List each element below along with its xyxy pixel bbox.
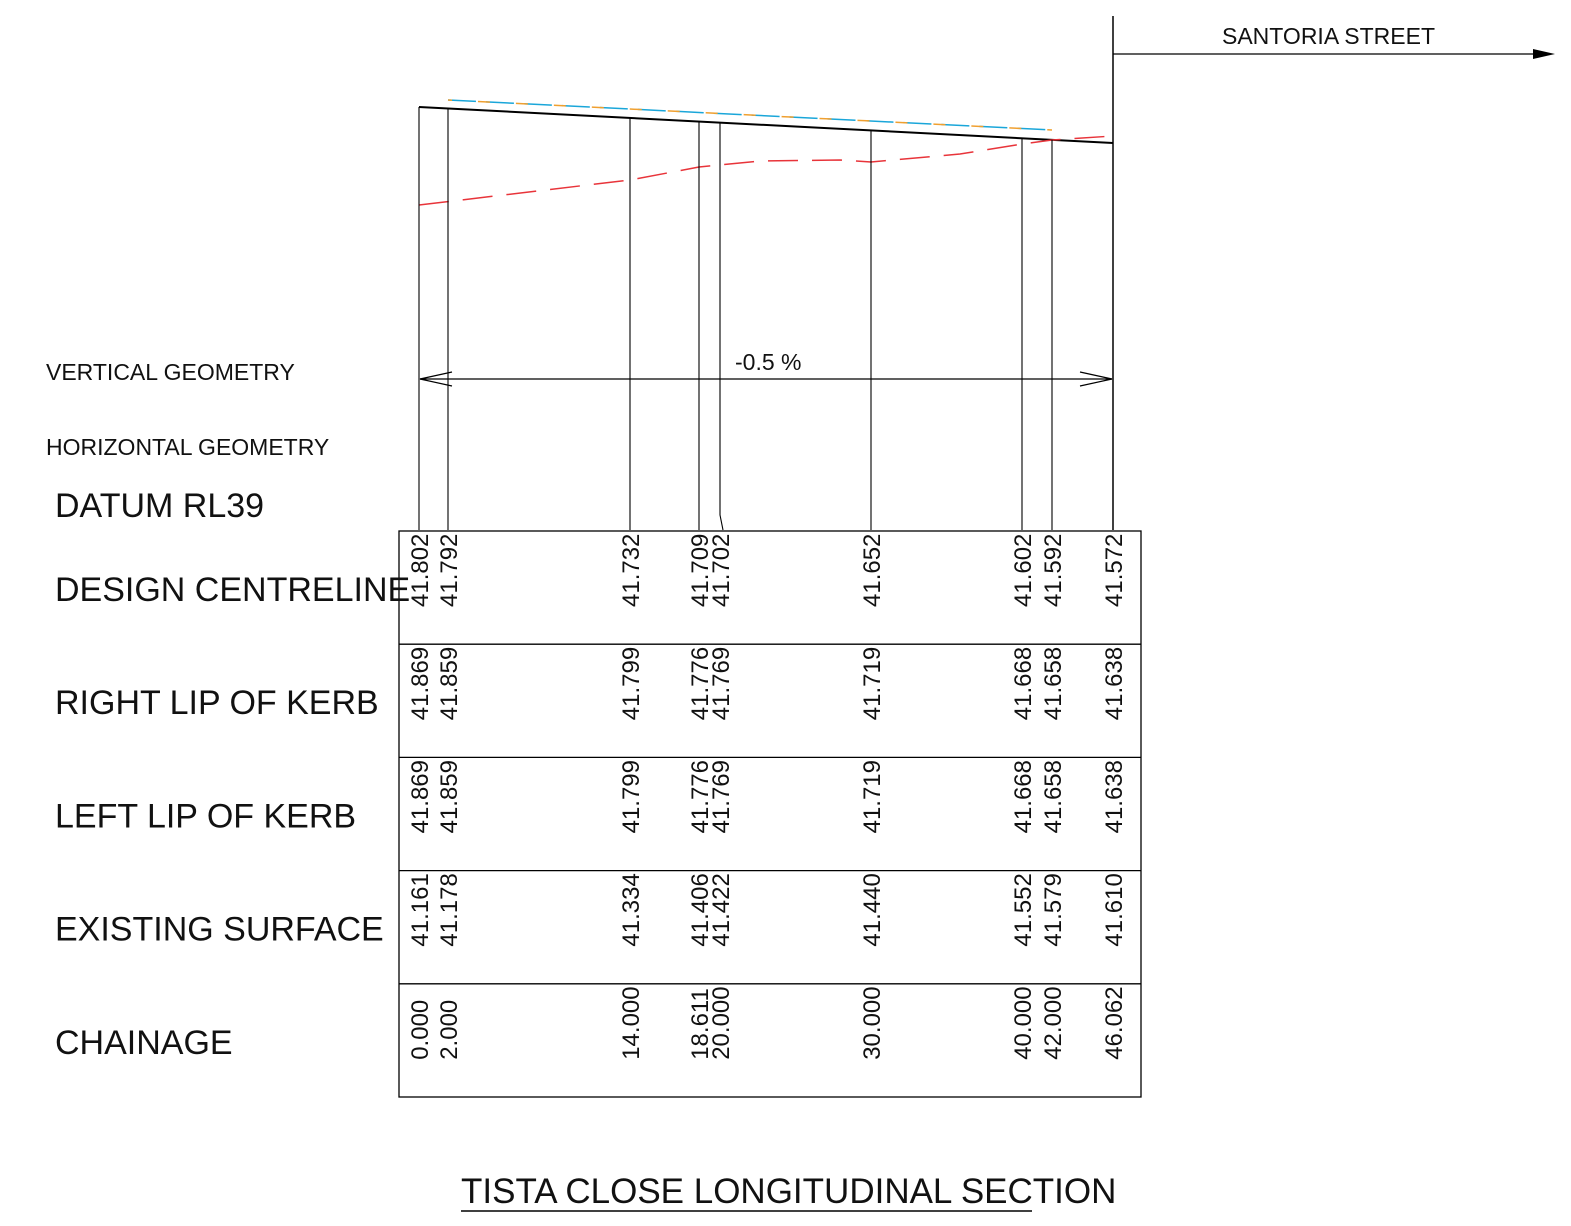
horizontal-geometry-label: HORIZONTAL GEOMETRY — [46, 434, 329, 460]
row-value: 41.602 — [1010, 534, 1037, 607]
row-label: DESIGN CENTRELINE — [55, 571, 410, 609]
row-value: 14.000 — [618, 986, 645, 1059]
row-value: 41.769 — [708, 647, 735, 720]
row-value: 41.702 — [708, 534, 735, 607]
row-value: 41.859 — [436, 760, 463, 833]
row-value: 41.776 — [687, 760, 714, 833]
existing-surface-profile — [418, 135, 1114, 206]
row-value: 41.406 — [687, 873, 714, 946]
row-value: 41.638 — [1101, 647, 1128, 720]
row-value: 41.610 — [1101, 873, 1128, 946]
design-centreline-profile — [418, 106, 1114, 144]
row-value: 41.668 — [1010, 647, 1037, 720]
row-value: 41.776 — [687, 647, 714, 720]
street-arrow-head — [1533, 49, 1555, 59]
row-value: 41.178 — [436, 873, 463, 946]
row-value: 41.592 — [1040, 534, 1067, 607]
row-value: 41.869 — [407, 760, 434, 833]
row-value: 41.802 — [407, 534, 434, 607]
grade-arrow-right — [1079, 371, 1113, 387]
row-value: 41.552 — [1010, 873, 1037, 946]
row-value: 20.000 — [708, 986, 735, 1059]
row-label: CHAINAGE — [55, 1024, 233, 1062]
row-value: 46.062 — [1101, 986, 1128, 1059]
left-kerb-profile — [447, 99, 1053, 131]
grade-arrow-left — [419, 371, 453, 387]
row-value: 41.572 — [1101, 534, 1128, 607]
row-value: 41.422 — [708, 873, 735, 946]
row-value: 41.709 — [687, 534, 714, 607]
row-value: 41.658 — [1040, 647, 1067, 720]
row-value: 41.799 — [618, 760, 645, 833]
row-value: 41.719 — [859, 647, 886, 720]
vertical-geometry-label: VERTICAL GEOMETRY — [46, 359, 295, 385]
row-labels: DESIGN CENTRELINE RIGHT LIP OF KERB LEFT L… — [55, 571, 410, 1062]
drawing-title: TISTA CLOSE LONGITUDINAL SECTION — [461, 1172, 1116, 1211]
row-label: LEFT LIP OF KERB — [55, 797, 356, 835]
row-value: 30.000 — [859, 986, 886, 1059]
row-value: 41.440 — [859, 873, 886, 946]
row-value: 41.161 — [407, 873, 434, 946]
row-value: 41.859 — [436, 647, 463, 720]
row-value: 42.000 — [1040, 986, 1067, 1059]
row-value: 41.579 — [1040, 873, 1067, 946]
row-value: 41.869 — [407, 647, 434, 720]
row-value: 41.668 — [1010, 760, 1037, 833]
row-value: 41.719 — [859, 760, 886, 833]
table-frame — [398, 530, 1142, 1098]
row-value: 41.769 — [708, 760, 735, 833]
row-label: EXISTING SURFACE — [55, 911, 384, 949]
row-value: 41.652 — [859, 534, 886, 607]
row-label: RIGHT LIP OF KERB — [55, 684, 379, 722]
row-value: 41.658 — [1040, 760, 1067, 833]
datum-label: DATUM RL39 — [55, 487, 264, 525]
right-kerb-profile — [447, 99, 1053, 131]
station-lines — [418, 107, 1053, 531]
street-label: SANTORIA STREET — [1222, 23, 1435, 49]
profile-lines — [418, 99, 1114, 206]
row-value: 40.000 — [1010, 986, 1037, 1059]
row-value: 41.799 — [618, 647, 645, 720]
row-value: 41.732 — [618, 534, 645, 607]
station-line — [719, 122, 724, 531]
grade-label: -0.5 % — [735, 349, 801, 375]
row-value: 41.792 — [436, 534, 463, 607]
row-value: 2.000 — [436, 1000, 463, 1060]
row-value: 41.334 — [618, 873, 645, 946]
row-value: 0.000 — [407, 1000, 434, 1060]
row-value: 18.611 — [687, 988, 714, 1060]
row-value: 41.638 — [1101, 760, 1128, 833]
data-table — [398, 530, 1142, 1098]
